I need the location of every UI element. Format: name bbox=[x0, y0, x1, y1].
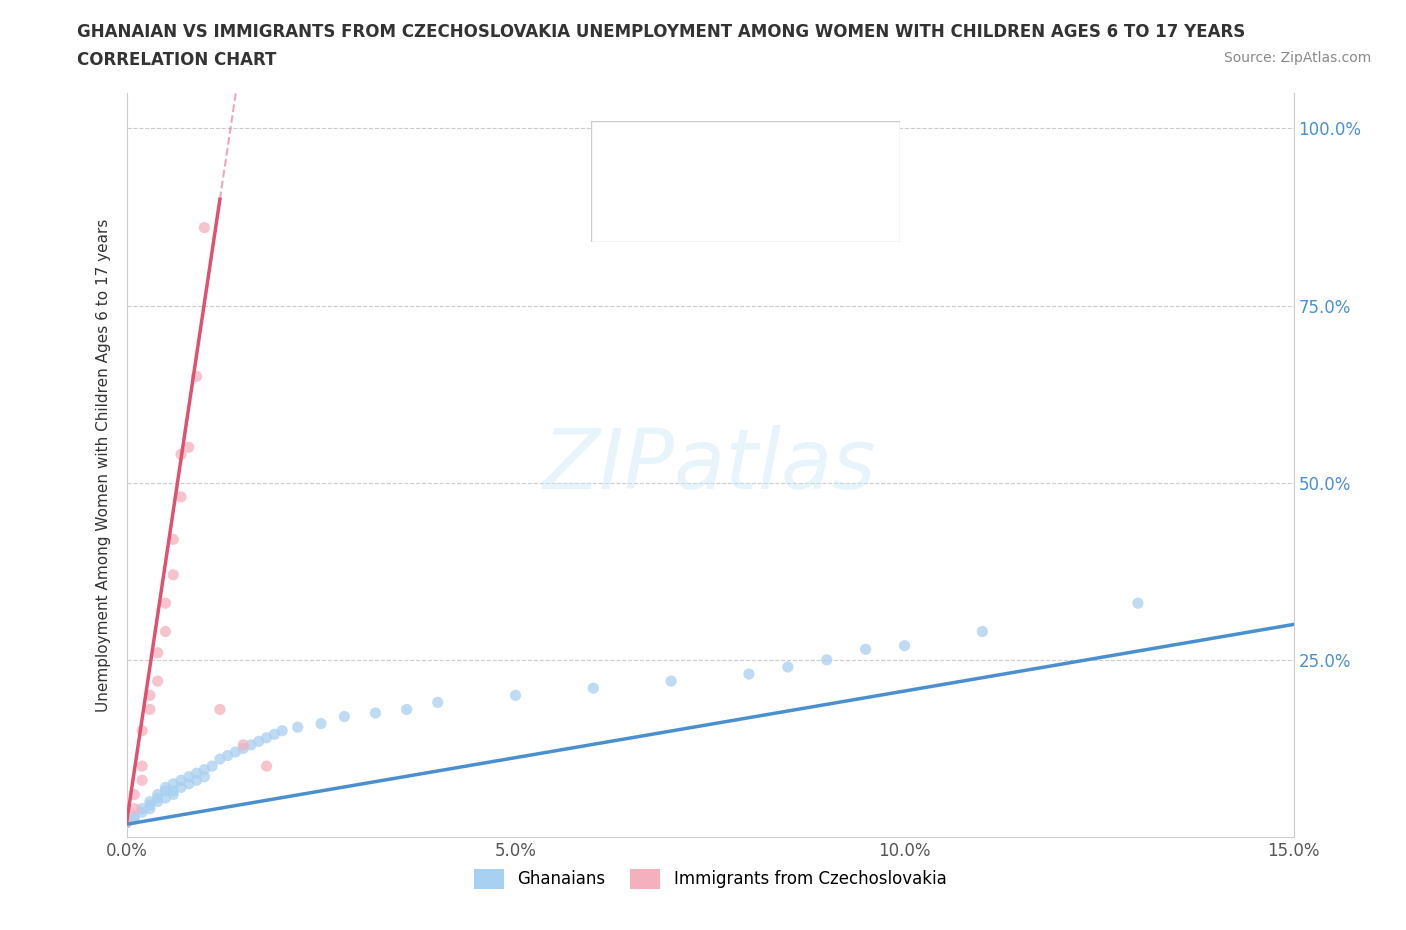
Point bbox=[146, 794, 169, 809]
FancyBboxPatch shape bbox=[603, 133, 643, 172]
Point bbox=[256, 730, 278, 745]
Point bbox=[131, 759, 153, 774]
Point bbox=[162, 777, 184, 791]
Point bbox=[177, 777, 200, 791]
Point bbox=[155, 780, 177, 795]
Point bbox=[855, 642, 877, 657]
Point bbox=[170, 489, 193, 504]
Point bbox=[124, 802, 146, 817]
Point bbox=[815, 653, 838, 668]
Point bbox=[271, 724, 294, 738]
Point bbox=[232, 741, 254, 756]
Point bbox=[124, 808, 146, 823]
FancyBboxPatch shape bbox=[603, 191, 643, 230]
Point bbox=[208, 751, 231, 766]
Point bbox=[201, 759, 224, 774]
Point bbox=[139, 702, 162, 717]
Point bbox=[131, 773, 153, 788]
Point bbox=[139, 794, 162, 809]
Point bbox=[287, 720, 309, 735]
Text: Source: ZipAtlas.com: Source: ZipAtlas.com bbox=[1223, 51, 1371, 65]
Point bbox=[146, 790, 169, 805]
Point bbox=[124, 812, 146, 827]
Point bbox=[131, 804, 153, 819]
FancyBboxPatch shape bbox=[591, 121, 900, 242]
Point bbox=[186, 765, 208, 780]
Point bbox=[162, 783, 184, 798]
Point bbox=[146, 673, 169, 688]
Text: ZIPatlas: ZIPatlas bbox=[543, 424, 877, 506]
Point bbox=[426, 695, 449, 710]
Point bbox=[193, 763, 215, 777]
Point bbox=[395, 702, 418, 717]
Text: 22: 22 bbox=[828, 202, 852, 219]
Point bbox=[738, 667, 761, 682]
Point bbox=[256, 759, 278, 774]
Text: N =: N = bbox=[782, 143, 823, 161]
Point bbox=[505, 688, 527, 703]
Point bbox=[139, 802, 162, 817]
Text: N =: N = bbox=[782, 202, 823, 219]
Text: 0.405: 0.405 bbox=[709, 143, 759, 161]
Point bbox=[208, 702, 231, 717]
Point bbox=[247, 734, 270, 749]
Point bbox=[1126, 596, 1149, 611]
Point bbox=[131, 724, 153, 738]
Point bbox=[776, 659, 799, 674]
Text: R =: R = bbox=[658, 202, 697, 219]
Text: GHANAIAN VS IMMIGRANTS FROM CZECHOSLOVAKIA UNEMPLOYMENT AMONG WOMEN WITH CHILDRE: GHANAIAN VS IMMIGRANTS FROM CZECHOSLOVAK… bbox=[77, 23, 1246, 41]
Point bbox=[131, 802, 153, 817]
Point bbox=[582, 681, 605, 696]
Point bbox=[224, 745, 246, 760]
Point bbox=[155, 783, 177, 798]
Point bbox=[124, 787, 146, 802]
Point bbox=[186, 773, 208, 788]
Point bbox=[139, 688, 162, 703]
Point bbox=[162, 567, 184, 582]
Point bbox=[364, 706, 387, 721]
Point bbox=[659, 673, 682, 688]
Point bbox=[162, 787, 184, 802]
Point bbox=[162, 532, 184, 547]
Point bbox=[193, 769, 215, 784]
Point bbox=[240, 737, 263, 752]
Point bbox=[115, 816, 138, 830]
Text: 51: 51 bbox=[828, 143, 852, 161]
Point bbox=[186, 369, 208, 384]
Point bbox=[893, 638, 915, 653]
Point bbox=[155, 624, 177, 639]
Text: 0.752: 0.752 bbox=[709, 202, 759, 219]
Point bbox=[263, 727, 285, 742]
Point bbox=[146, 645, 169, 660]
Point bbox=[333, 709, 356, 724]
Point bbox=[170, 447, 193, 462]
Point bbox=[177, 769, 200, 784]
Point bbox=[193, 220, 215, 235]
Point bbox=[972, 624, 994, 639]
Point bbox=[170, 780, 193, 795]
Point bbox=[139, 798, 162, 813]
Point bbox=[115, 816, 138, 830]
Point bbox=[177, 440, 200, 455]
Text: R =: R = bbox=[658, 143, 697, 161]
Y-axis label: Unemployment Among Women with Children Ages 6 to 17 years: Unemployment Among Women with Children A… bbox=[96, 219, 111, 711]
Point bbox=[170, 773, 193, 788]
Point bbox=[217, 748, 239, 763]
Point bbox=[309, 716, 332, 731]
Point bbox=[155, 790, 177, 805]
Point bbox=[232, 737, 254, 752]
Text: CORRELATION CHART: CORRELATION CHART bbox=[77, 51, 277, 69]
Point bbox=[146, 787, 169, 802]
Legend: Ghanaians, Immigrants from Czechoslovakia: Ghanaians, Immigrants from Czechoslovaki… bbox=[467, 862, 953, 896]
Point bbox=[155, 596, 177, 611]
